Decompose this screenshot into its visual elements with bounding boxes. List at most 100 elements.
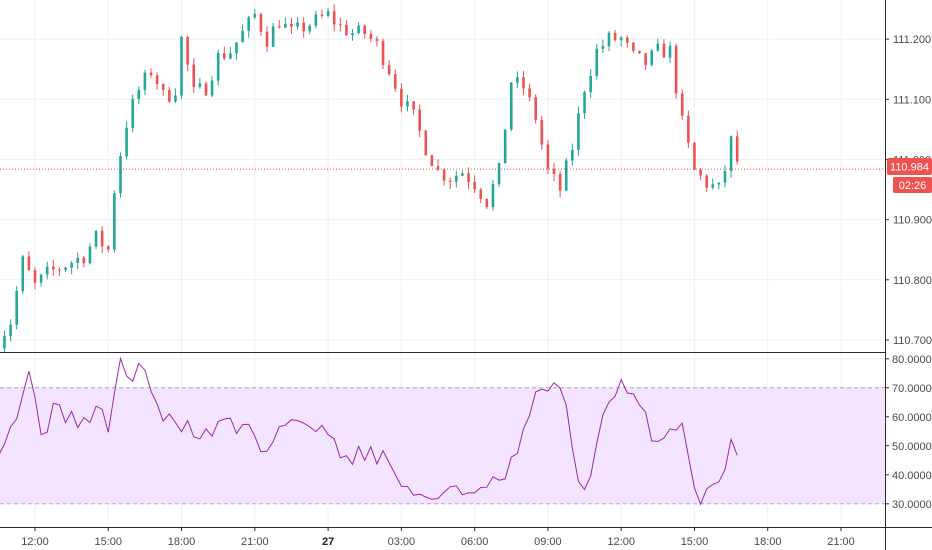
- candle-84[interactable]: [509, 82, 513, 132]
- candle-9[interactable]: [52, 260, 55, 277]
- candle-74[interactable]: [448, 177, 452, 190]
- candle-92[interactable]: [558, 170, 562, 198]
- candle-16[interactable]: [94, 230, 98, 250]
- candle-39[interactable]: [235, 42, 238, 60]
- candle-62[interactable]: [375, 36, 379, 47]
- rsi-line[interactable]: [0, 356, 738, 506]
- candle-48[interactable]: [290, 17, 293, 34]
- candle-55[interactable]: [332, 4, 336, 32]
- candle-38[interactable]: [229, 46, 232, 60]
- candle-64[interactable]: [387, 59, 391, 77]
- candle-60[interactable]: [363, 24, 367, 39]
- candle-33[interactable]: [198, 77, 202, 89]
- candle-27[interactable]: [161, 83, 165, 96]
- candle-54[interactable]: [326, 8, 330, 18]
- candle-108[interactable]: [656, 38, 660, 52]
- candle-96[interactable]: [583, 90, 586, 120]
- candle-76[interactable]: [461, 170, 464, 177]
- candle-77[interactable]: [467, 167, 470, 190]
- candle-104[interactable]: [632, 41, 635, 54]
- candle-24[interactable]: [143, 69, 147, 96]
- candles[interactable]: [0, 4, 739, 353]
- rsi-axis[interactable]: 80.0000 70.0000 60.0000 50.0000 40.0000 30.00…: [885, 354, 932, 511]
- candle-110[interactable]: [668, 41, 672, 64]
- candle-56[interactable]: [339, 17, 342, 32]
- candle-75[interactable]: [455, 170, 458, 188]
- candle-66[interactable]: [400, 83, 403, 113]
- candle-1[interactable]: [3, 330, 6, 353]
- candle-80[interactable]: [485, 198, 489, 210]
- candle-3[interactable]: [15, 286, 18, 330]
- candle-25[interactable]: [149, 68, 153, 78]
- candle-2[interactable]: [9, 319, 12, 342]
- candle-81[interactable]: [491, 180, 495, 211]
- candle-13[interactable]: [76, 252, 80, 270]
- candle-115[interactable]: [699, 168, 702, 180]
- candle-79[interactable]: [479, 187, 483, 204]
- candle-22[interactable]: [131, 94, 134, 133]
- candle-10[interactable]: [58, 267, 61, 276]
- candle-59[interactable]: [357, 22, 360, 35]
- candle-95[interactable]: [577, 106, 580, 156]
- candle-102[interactable]: [619, 35, 623, 47]
- candle-37[interactable]: [222, 46, 226, 61]
- candle-8[interactable]: [45, 261, 49, 280]
- candle-86[interactable]: [522, 70, 525, 96]
- candle-12[interactable]: [70, 260, 73, 275]
- candle-118[interactable]: [717, 182, 721, 190]
- candle-112[interactable]: [680, 89, 684, 120]
- candle-101[interactable]: [613, 29, 617, 42]
- candle-7[interactable]: [39, 273, 43, 287]
- candle-113[interactable]: [687, 110, 690, 149]
- candle-52[interactable]: [314, 10, 318, 29]
- candle-97[interactable]: [589, 69, 592, 98]
- candle-58[interactable]: [351, 29, 354, 41]
- candle-11[interactable]: [64, 266, 67, 273]
- candle-32[interactable]: [192, 58, 196, 94]
- candle-29[interactable]: [174, 88, 177, 104]
- candle-40[interactable]: [241, 24, 244, 43]
- candle-15[interactable]: [88, 243, 92, 265]
- candle-83[interactable]: [503, 129, 507, 164]
- candle-82[interactable]: [497, 162, 501, 188]
- candle-67[interactable]: [406, 94, 409, 112]
- candle-87[interactable]: [528, 83, 531, 102]
- candle-51[interactable]: [308, 24, 312, 35]
- candle-63[interactable]: [381, 38, 385, 70]
- candle-47[interactable]: [284, 17, 287, 28]
- candle-103[interactable]: [625, 35, 629, 48]
- candle-106[interactable]: [644, 52, 647, 70]
- candle-57[interactable]: [345, 20, 348, 37]
- candle-45[interactable]: [271, 22, 275, 47]
- candle-30[interactable]: [180, 35, 183, 99]
- candle-43[interactable]: [259, 12, 263, 36]
- candle-53[interactable]: [320, 9, 324, 19]
- candle-28[interactable]: [168, 86, 171, 103]
- candle-5[interactable]: [27, 251, 31, 271]
- candle-69[interactable]: [418, 104, 421, 138]
- candle-107[interactable]: [650, 49, 654, 67]
- candle-49[interactable]: [296, 16, 299, 30]
- candle-50[interactable]: [302, 17, 305, 38]
- candle-90[interactable]: [546, 139, 550, 174]
- candle-73[interactable]: [442, 168, 446, 186]
- candle-70[interactable]: [424, 129, 428, 156]
- candle-93[interactable]: [564, 157, 568, 192]
- candle-35[interactable]: [210, 76, 214, 98]
- candle-94[interactable]: [571, 143, 574, 166]
- candle-23[interactable]: [137, 86, 141, 105]
- candle-41[interactable]: [247, 15, 251, 38]
- candle-19[interactable]: [113, 190, 116, 253]
- candle-85[interactable]: [516, 71, 519, 89]
- candle-111[interactable]: [674, 43, 678, 99]
- candle-14[interactable]: [82, 255, 86, 268]
- candle-36[interactable]: [216, 49, 220, 86]
- candle-31[interactable]: [186, 35, 189, 72]
- candle-71[interactable]: [430, 154, 434, 167]
- candle-116[interactable]: [705, 173, 708, 193]
- candle-21[interactable]: [125, 121, 128, 160]
- candle-98[interactable]: [595, 43, 599, 80]
- candle-46[interactable]: [277, 19, 281, 29]
- candle-109[interactable]: [662, 39, 666, 58]
- candle-42[interactable]: [253, 9, 257, 20]
